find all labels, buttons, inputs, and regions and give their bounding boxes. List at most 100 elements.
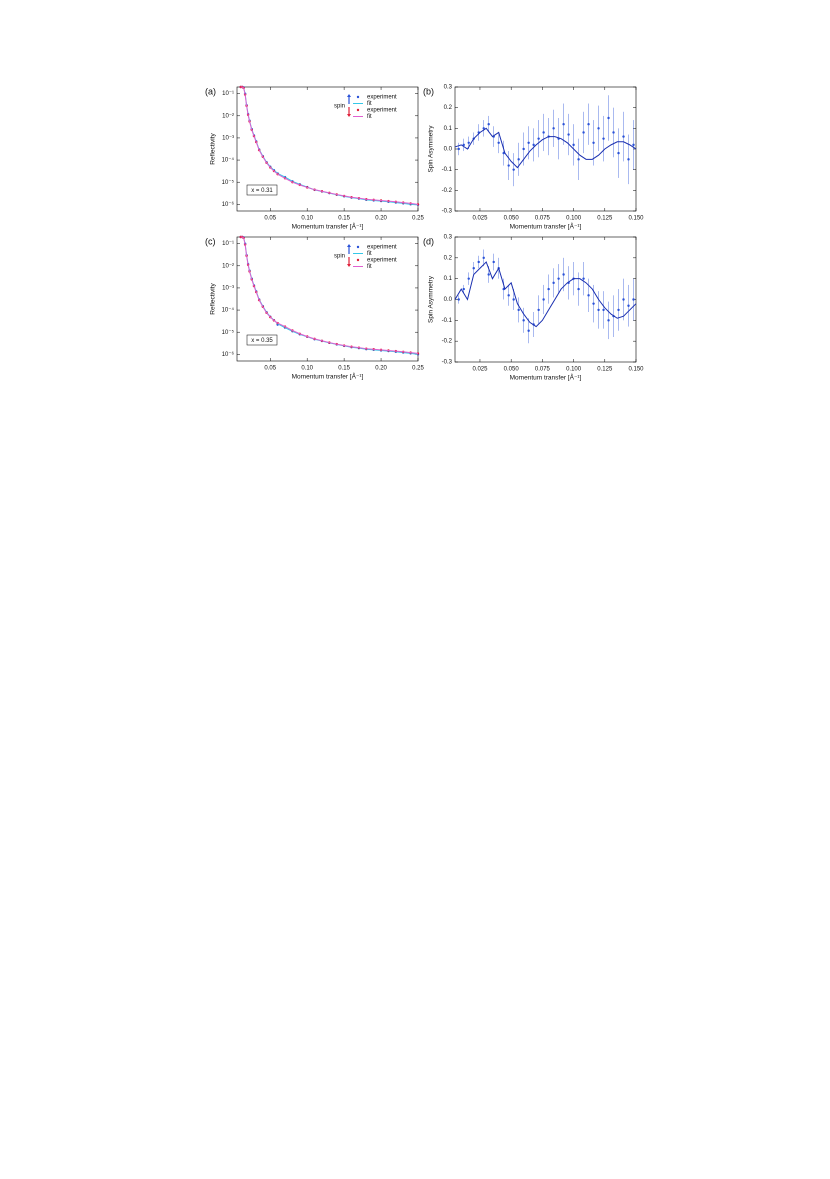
annotation-box xyxy=(246,184,278,196)
y-tick-label: 0.2 xyxy=(444,105,453,111)
data-point xyxy=(632,143,635,147)
y-tick-label: 0.3 xyxy=(444,85,453,91)
data-point xyxy=(517,308,520,312)
data-point xyxy=(462,143,465,147)
data-point xyxy=(497,141,500,144)
y-tick-label: 10⁻⁴ xyxy=(222,307,235,314)
y-tick-label: 10⁻³ xyxy=(222,136,234,142)
legend-marker xyxy=(356,95,360,99)
data-point xyxy=(607,116,610,120)
data-point xyxy=(477,260,480,264)
data-point xyxy=(527,141,530,144)
legend-label: experiment xyxy=(367,258,397,264)
data-point xyxy=(577,287,580,291)
legend-label: fit xyxy=(367,114,372,120)
data-point xyxy=(472,267,475,270)
y-tick-label: 0.1 xyxy=(444,126,453,132)
x-axis-label: Momentum transfer [Å⁻¹] xyxy=(292,372,364,381)
x-tick-label: 0.025 xyxy=(472,367,488,373)
data-point xyxy=(487,123,490,126)
x-tick-label: 0.25 xyxy=(412,216,424,222)
y-tick-label: 10⁻⁴ xyxy=(222,157,235,164)
x-tick-label: 0.075 xyxy=(535,216,551,222)
data-point xyxy=(622,135,625,138)
legend-marker xyxy=(356,245,360,249)
y-tick-label: 10⁻² xyxy=(222,113,234,119)
y-tick-label: 0.1 xyxy=(444,276,453,282)
data-point xyxy=(557,277,560,280)
data-point xyxy=(416,352,420,355)
data-point xyxy=(562,123,565,126)
data-point xyxy=(572,143,575,147)
x-tick-label: 0.150 xyxy=(628,216,644,222)
x-tick-label: 0.125 xyxy=(597,367,613,373)
data-point xyxy=(552,281,555,285)
legend-label: fit xyxy=(367,251,372,257)
x-tick-label: 0.05 xyxy=(264,366,276,372)
data-point xyxy=(462,287,465,291)
plot-frame xyxy=(454,86,637,212)
panel-label: (c) xyxy=(205,236,216,246)
data-point xyxy=(582,131,585,134)
legend-label: fit xyxy=(367,264,372,270)
data-point xyxy=(467,141,470,144)
x-tick-label: 0.050 xyxy=(504,216,520,222)
y-axis-label: Reflectivity xyxy=(210,133,217,165)
x-tick-label: 0.10 xyxy=(301,216,313,222)
y-tick-label: -0.2 xyxy=(442,339,453,345)
data-point xyxy=(487,273,490,276)
x-tick-label: 0.10 xyxy=(301,366,313,372)
data-point xyxy=(492,260,495,264)
legend-marker xyxy=(356,258,360,262)
x-tick-label: 0.050 xyxy=(504,367,520,373)
x-tick-label: 0.15 xyxy=(338,216,350,222)
y-tick-label: -0.3 xyxy=(442,209,453,215)
data-point xyxy=(562,273,565,276)
y-tick-label: -0.2 xyxy=(442,188,453,194)
panel-label: (a) xyxy=(205,86,216,96)
y-tick-label: 0.0 xyxy=(444,297,453,303)
data-point xyxy=(542,298,545,301)
y-tick-label: -0.1 xyxy=(442,318,453,324)
data-point xyxy=(617,151,620,155)
data-point xyxy=(597,127,600,130)
x-tick-label: 0.075 xyxy=(535,367,551,373)
data-point xyxy=(592,141,595,144)
annotation: x = 0.35 xyxy=(251,338,273,344)
x-tick-label: 0.100 xyxy=(566,367,582,373)
y-axis-label: Reflectivity xyxy=(210,283,217,315)
y-tick-label: 10⁻⁵ xyxy=(222,329,235,336)
x-tick-label: 0.25 xyxy=(412,366,424,372)
x-tick-label: 0.20 xyxy=(375,216,387,222)
data-point xyxy=(537,137,540,140)
data-point xyxy=(582,277,585,280)
data-point xyxy=(507,294,510,297)
y-tick-label: 10⁻² xyxy=(222,263,234,269)
legend-label: experiment xyxy=(367,245,397,251)
data-point xyxy=(522,147,525,151)
y-tick-label: 0.2 xyxy=(444,255,453,261)
y-tick-label: 10⁻¹ xyxy=(222,91,234,97)
y-tick-label: -0.1 xyxy=(442,167,453,173)
data-point xyxy=(522,319,525,322)
y-tick-label: 10⁻³ xyxy=(222,286,234,292)
legend-arrow-head xyxy=(347,114,351,117)
data-point xyxy=(512,168,515,171)
x-tick-label: 0.05 xyxy=(264,216,276,222)
data-point xyxy=(507,164,510,167)
data-point xyxy=(607,319,610,322)
data-point xyxy=(627,304,630,307)
x-tick-label: 0.15 xyxy=(338,366,350,372)
x-axis-label: Momentum transfer [Å⁻¹] xyxy=(510,222,582,231)
panel-label: (d) xyxy=(423,236,434,246)
fit-line xyxy=(240,86,419,205)
x-tick-label: 0.025 xyxy=(472,216,488,222)
x-axis-label: Momentum transfer [Å⁻¹] xyxy=(510,373,582,382)
y-axis-label: Spin Asymmetry xyxy=(428,125,435,173)
legend-label: fit xyxy=(367,101,372,107)
y-tick-label: 0.3 xyxy=(444,235,453,241)
legend-arrow-head xyxy=(347,244,351,247)
y-tick-label: 10⁻⁵ xyxy=(222,179,235,186)
fit-line xyxy=(454,127,637,169)
data-point xyxy=(517,158,520,161)
